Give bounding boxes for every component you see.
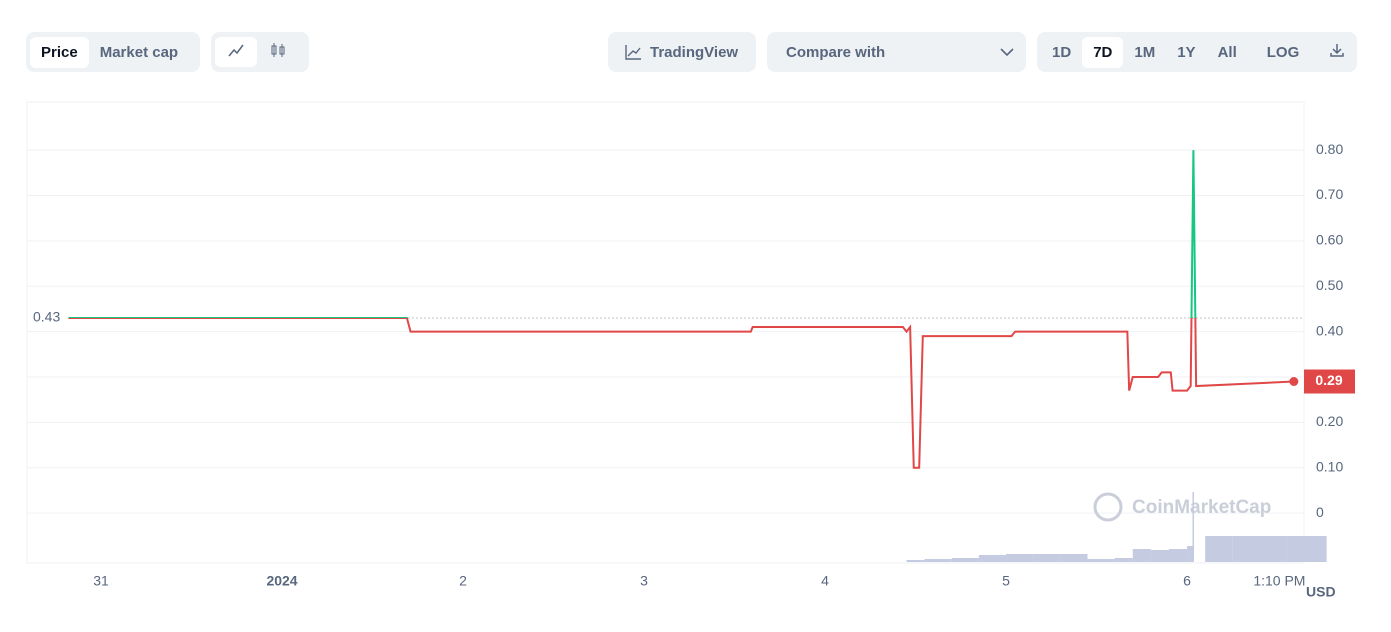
x-tick-label: 31: [93, 573, 109, 589]
volume-bar: [1232, 536, 1260, 562]
price-line-down: [68, 317, 1294, 469]
compare-select[interactable]: Compare with: [767, 32, 1026, 72]
current-label: 0.29: [1315, 372, 1342, 388]
y-tick-label: 0.30: [1316, 368, 1343, 384]
line-icon: [228, 44, 244, 57]
volume-bar: [1286, 536, 1327, 562]
baseline-label: 0.43: [33, 309, 60, 325]
volume-bar: [978, 555, 1007, 562]
y-tick-label: 0.40: [1316, 322, 1343, 338]
range-toggle: 1D 7D 1M 1Y All LOG: [1037, 32, 1357, 72]
y-tick-label: 0.50: [1316, 277, 1343, 293]
x-tick-label: 2: [459, 573, 467, 589]
chart-style-toggle: [211, 32, 309, 72]
y-tick-label: 0.60: [1316, 232, 1343, 248]
currency-label: USD: [1306, 584, 1336, 600]
range-button[interactable]: 1D: [1052, 43, 1072, 61]
range-button[interactable]: 7D: [1082, 36, 1124, 68]
y-tick-label: 0.80: [1316, 141, 1343, 157]
range-button[interactable]: 1Y: [1177, 43, 1196, 61]
volume-bar: [951, 558, 979, 562]
current-tag: [1304, 369, 1355, 394]
volume-bar: [1259, 536, 1287, 562]
price-line-up: [68, 150, 1197, 318]
watermark-logo: [1093, 492, 1123, 522]
volume-bar: [1150, 550, 1169, 562]
volume-bar: [1087, 559, 1115, 562]
candle-icon: [271, 43, 285, 57]
volume-bar: [1168, 549, 1188, 562]
x-tick-label: 2024: [266, 573, 297, 589]
volume-bar: [1187, 546, 1193, 562]
compare-label: Compare with: [786, 43, 886, 61]
plot-frame: [26, 101, 1305, 564]
y-tick-label: 0.10: [1316, 458, 1343, 474]
log-button[interactable]: LOG: [1266, 43, 1300, 61]
volume-bar: [1132, 549, 1151, 562]
watermark: CoinMarketCap: [1132, 497, 1271, 518]
volume-bar: [1114, 558, 1133, 562]
volume-bar: [906, 560, 925, 562]
x-tick-label: 3: [640, 573, 648, 589]
y-tick-label: 0: [1316, 504, 1324, 520]
chevron: [1000, 48, 1014, 57]
x-tick-label: 4: [821, 573, 829, 589]
range-button[interactable]: All: [1217, 43, 1237, 61]
market-cap-button[interactable]: Market cap: [99, 43, 179, 61]
price-button[interactable]: Price: [30, 36, 89, 68]
volume-bar: [1192, 492, 1195, 562]
y-tick-label: 0.20: [1316, 413, 1343, 429]
tv-icon: [625, 45, 641, 60]
download-icon: [1330, 44, 1344, 57]
volume-bar: [1006, 554, 1034, 562]
line-button[interactable]: [215, 37, 257, 67]
range-button[interactable]: 1M: [1134, 43, 1156, 61]
volume-bar: [924, 559, 952, 562]
volume-bar: [1060, 554, 1088, 562]
tradingview-label: TradingView: [650, 43, 739, 61]
x-tick-label: 1:10 PM: [1253, 573, 1305, 589]
candle-button[interactable]: [257, 37, 299, 67]
volume-bar: [1033, 554, 1061, 562]
current-dot: [1289, 377, 1299, 387]
price-toggle: Price Market cap: [26, 32, 200, 72]
tradingview-button[interactable]: TradingView: [608, 32, 756, 72]
download-button[interactable]: [1318, 35, 1356, 69]
y-tick-label: 0.70: [1316, 186, 1343, 202]
volume-bar: [1205, 536, 1233, 562]
x-tick-label: 6: [1183, 573, 1191, 589]
x-tick-label: 5: [1002, 573, 1010, 589]
